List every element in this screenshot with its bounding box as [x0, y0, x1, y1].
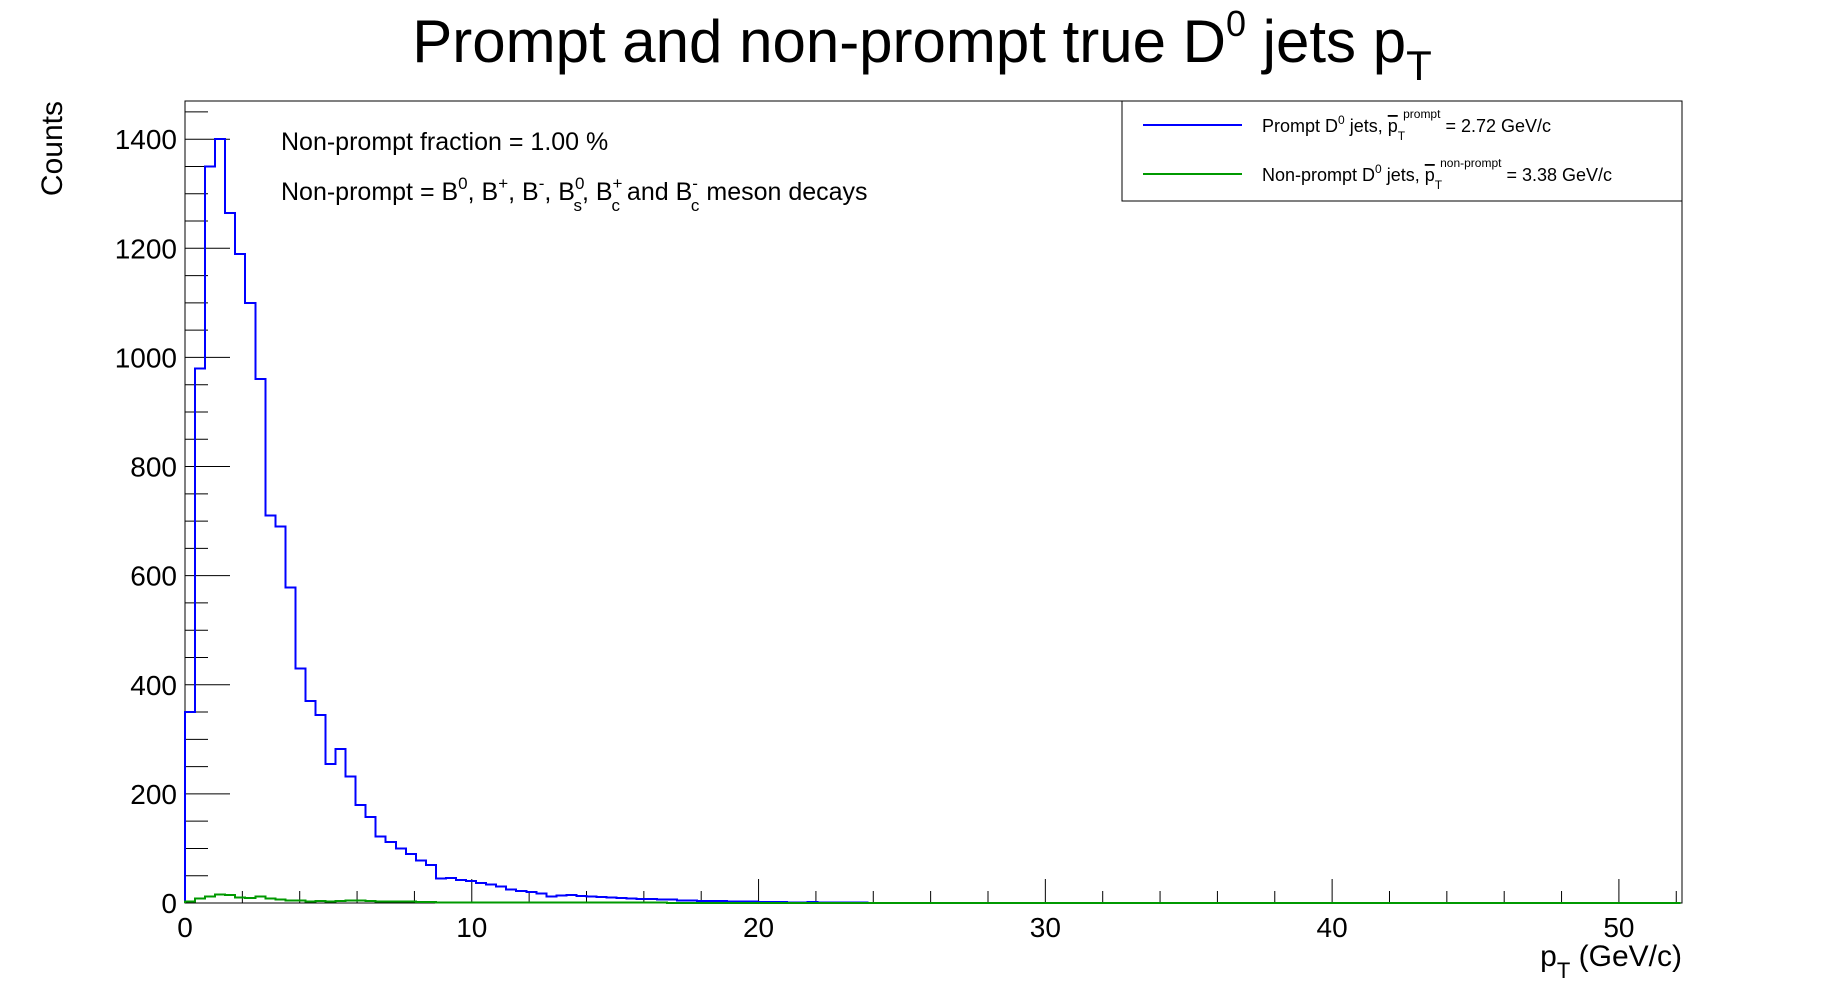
legend-box	[1121, 100, 1683, 202]
legend-label-prompt: Prompt D0 jets, pTprompt = 2.72 GeV/c	[1262, 107, 1551, 143]
plot-frame	[184, 100, 1683, 904]
legend: Prompt D0 jets, pTprompt = 2.72 GeV/c No…	[1121, 100, 1683, 202]
series-layer	[184, 138, 1681, 904]
x-tick-label: 40	[1317, 912, 1348, 943]
x-tick-label: 30	[1030, 912, 1061, 943]
series-line-prompt	[184, 138, 1681, 904]
x-axis-label: pT (GeV/c)	[1540, 940, 1682, 983]
chart-title: Prompt and non-prompt true D0 jets pT	[412, 3, 1432, 89]
y-tick-label: 1000	[115, 342, 177, 373]
y-tick-label: 800	[130, 452, 177, 483]
y-tick-label: 1400	[115, 124, 177, 155]
annotation-decays: Non-prompt = B0, B+, B-, B0 s, B+ c and B-…	[281, 174, 868, 215]
x-axis-ticks	[184, 879, 1677, 903]
y-axis-label: Counts	[36, 101, 69, 196]
series-line-nonprompt	[184, 893, 1681, 904]
y-tick-label: 0	[161, 888, 177, 919]
y-tick-label: 1200	[115, 233, 177, 264]
y-axis-ticks	[185, 111, 230, 904]
x-tick-label: 50	[1603, 912, 1634, 943]
x-tick-label: 0	[177, 912, 193, 943]
x-tick-label: 20	[743, 912, 774, 943]
y-tick-label: 200	[130, 779, 177, 810]
y-tick-label: 600	[130, 561, 177, 592]
legend-label-nonprompt: Non-prompt D0 jets, pTnon-prompt = 3.38 …	[1262, 156, 1612, 192]
x-tick-label: 10	[456, 912, 487, 943]
annotation-fraction: Non-prompt fraction = 1.00 %	[281, 128, 608, 156]
x-axis-tick-labels: 0 10 20 30 40 50	[177, 912, 1634, 943]
y-axis-tick-labels: 0 200 400 600 800 1000 1200 1400	[115, 124, 177, 919]
y-tick-label: 400	[130, 670, 177, 701]
